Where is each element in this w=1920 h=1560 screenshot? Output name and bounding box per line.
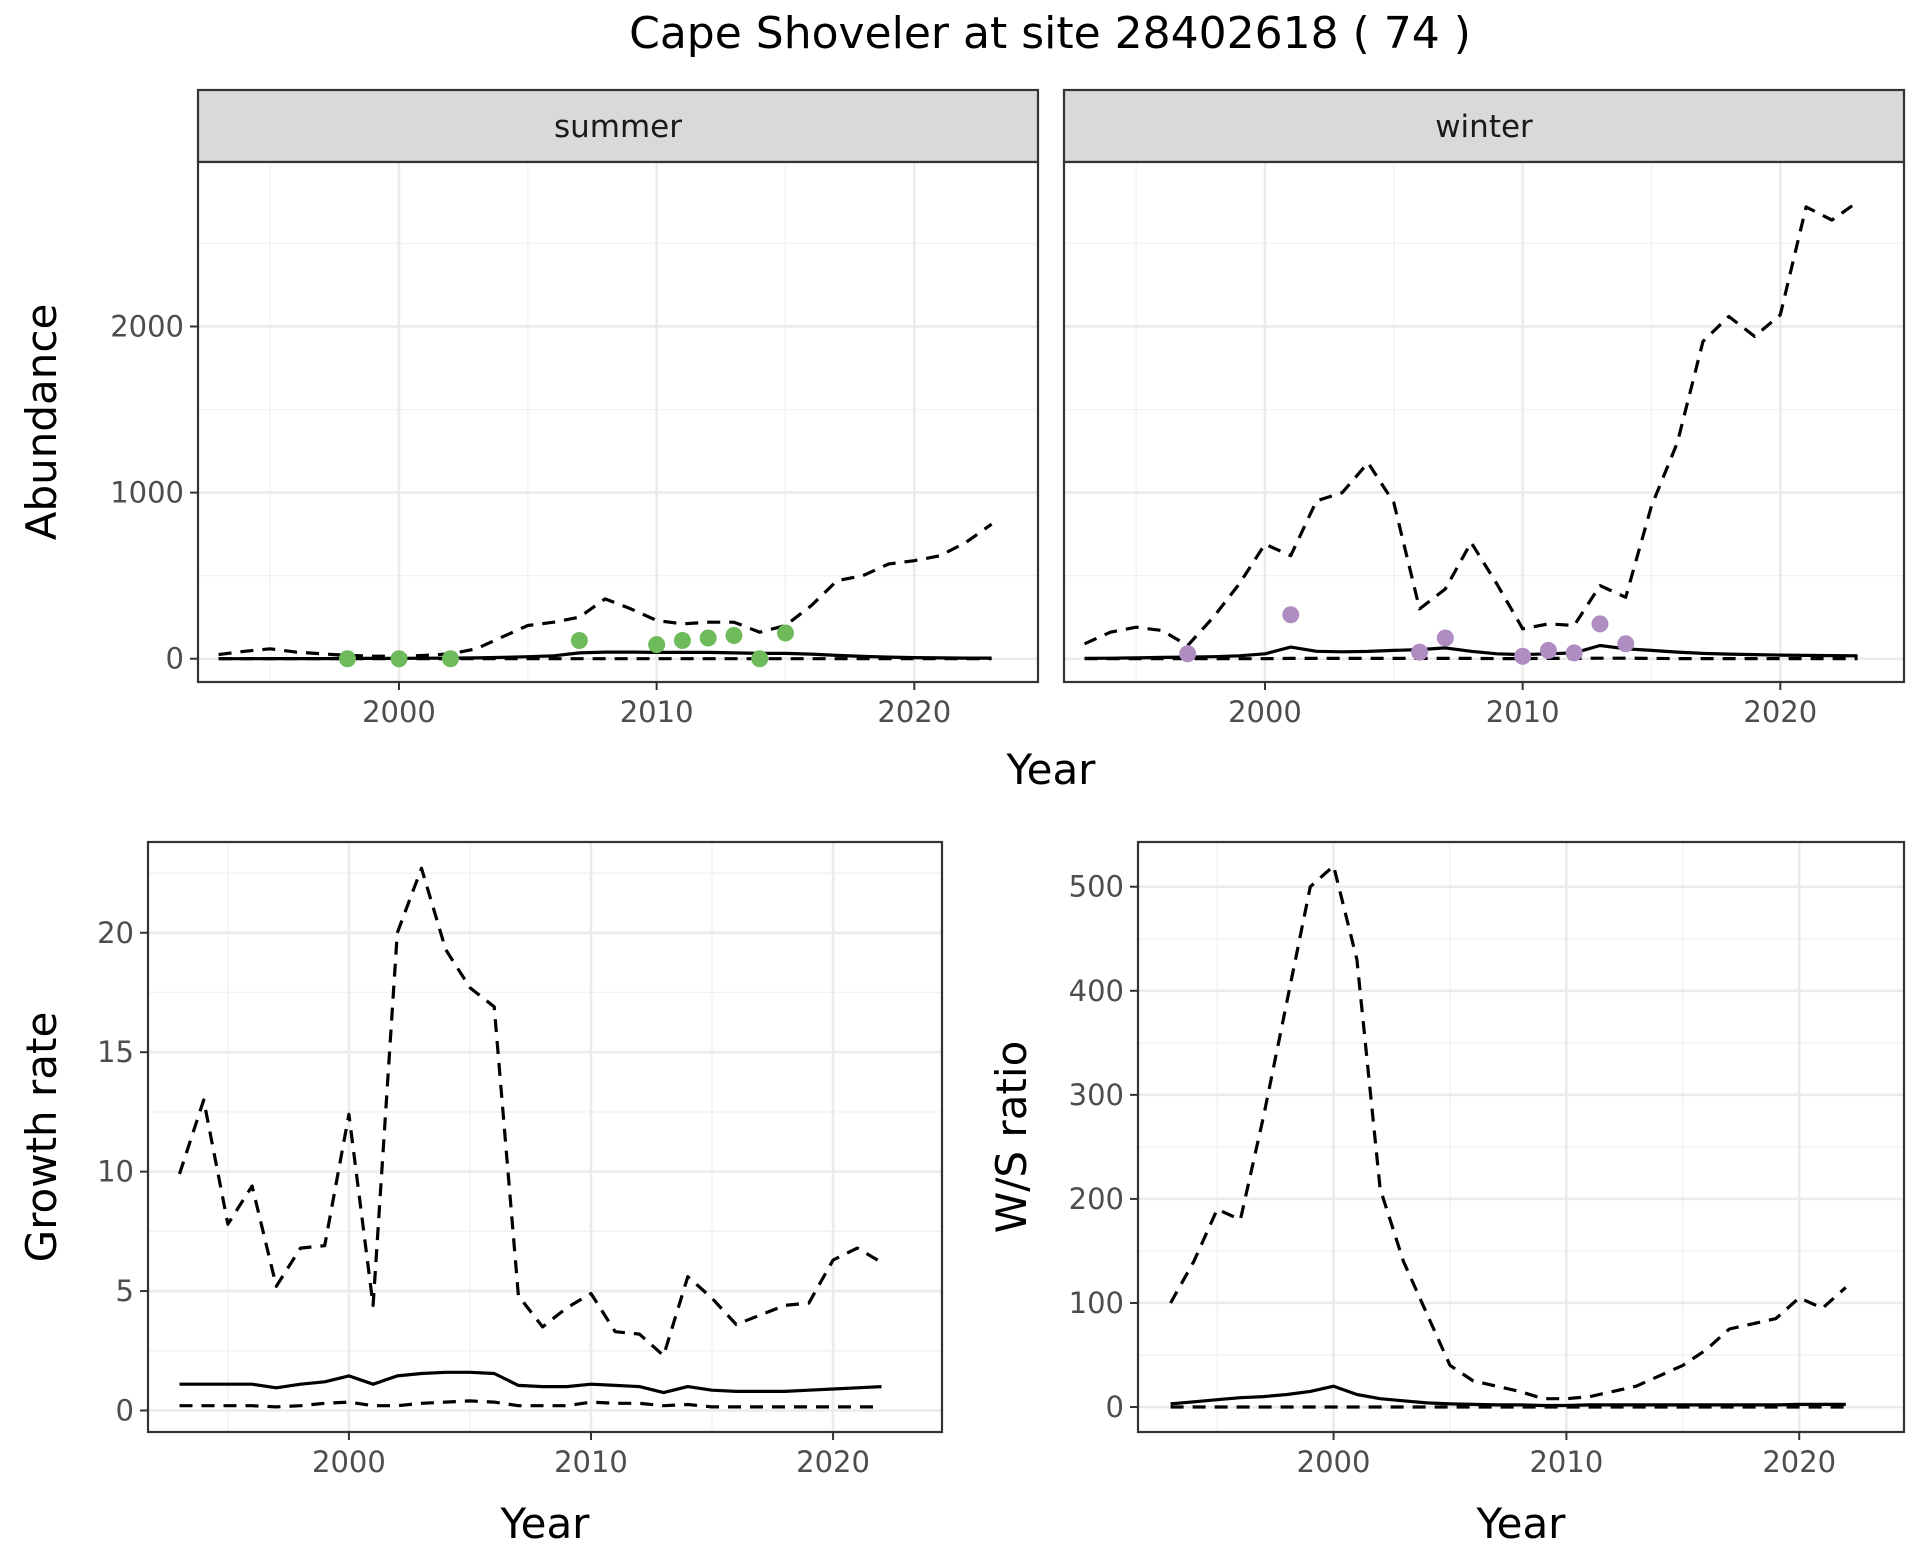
- abundance-y-axis-title: Abundance: [17, 304, 66, 541]
- winter-observed-point: [1565, 644, 1583, 662]
- growth-median-line: [179, 1370, 882, 1395]
- growth-y-tick-label: 5: [116, 1274, 134, 1308]
- summer-observed-point: [338, 650, 356, 668]
- winter-observed-point: [1591, 615, 1609, 633]
- winter-observed-point: [1411, 643, 1429, 661]
- ws-ratio-panel: 2000 2010 2020 0 100 200 300 400 500: [1069, 840, 1906, 1479]
- growth-x-tick-label: 2000: [312, 1445, 386, 1479]
- summer-x-tick-label: 2010: [620, 695, 694, 729]
- ws-y-tick-label: 300: [1069, 1078, 1124, 1112]
- ws-x-tick-label: 2010: [1529, 1445, 1603, 1479]
- summer-observed-point: [570, 631, 588, 649]
- winter-median-line: [1084, 643, 1858, 660]
- growth-panel-border: [146, 840, 944, 1434]
- summer-observed-point: [648, 636, 666, 654]
- ws-upper-line: [1169, 864, 1847, 1401]
- ws-y-tick-label: 100: [1069, 1286, 1124, 1320]
- winter-strip-label: winter: [1435, 109, 1533, 145]
- abundance-summer-panel: summer 2000 2010 2020 0 1000 2000: [110, 88, 1040, 729]
- ws-y-tick-label: 200: [1069, 1182, 1124, 1216]
- growth-y-tick-label: 20: [97, 916, 134, 950]
- growth-upper-line: [177, 866, 883, 1358]
- winter-plot-area: [1064, 162, 1904, 682]
- growth-x-tick-label: 2010: [554, 1445, 628, 1479]
- winter-observed-point: [1617, 635, 1635, 653]
- ws-x-tick-label: 2000: [1297, 1445, 1371, 1479]
- winter-observed-point: [1179, 645, 1197, 663]
- summer-observed-point: [776, 624, 794, 642]
- summer-observed-point: [725, 626, 743, 644]
- ws-plot-area: [1138, 842, 1904, 1432]
- summer-plot-area: [198, 162, 1038, 682]
- ws-y-tick-label: 0: [1106, 1390, 1124, 1424]
- winter-observed-point: [1282, 606, 1300, 624]
- ws-panel-border: [1136, 840, 1906, 1434]
- summer-observed-point: [673, 631, 691, 649]
- figure-title: Cape Shoveler at site 28402618 ( 74 ): [629, 8, 1471, 59]
- ws-y-axis-title: W/S ratio: [987, 1041, 1036, 1234]
- summer-panel-border: [196, 160, 1040, 684]
- winter-observed-point: [1514, 647, 1532, 665]
- ws-y-tick-label: 400: [1069, 974, 1124, 1008]
- growth-rate-panel: 2000 2010 2020 0 5 10 15 20: [97, 840, 944, 1479]
- growth-x-tick-label: 2020: [796, 1445, 870, 1479]
- winter-x-tick-label: 2020: [1743, 695, 1817, 729]
- summer-strip: [196, 88, 1040, 164]
- winter-lower-line: [1084, 656, 1858, 661]
- summer-y-tick-label: 1000: [110, 476, 184, 510]
- growth-lower-line: [179, 1399, 882, 1409]
- growth-x-axis-title: Year: [500, 1499, 591, 1548]
- summer-strip-label: summer: [554, 109, 682, 145]
- growth-y-tick-label: 10: [97, 1155, 134, 1189]
- growth-plot-area: [148, 842, 942, 1432]
- growth-y-tick-label: 0: [116, 1394, 134, 1428]
- summer-x-tick-label: 2000: [362, 695, 436, 729]
- summer-y-tick-label: 2000: [110, 309, 184, 343]
- winter-panel-border: [1062, 160, 1906, 684]
- summer-x-tick-label: 2020: [877, 695, 951, 729]
- summer-observed-point: [390, 650, 408, 668]
- summer-observed-point: [751, 650, 769, 668]
- growth-y-tick-label: 15: [97, 1035, 134, 1069]
- abundance-winter-panel: winter 2000 2010 2020: [1062, 88, 1906, 729]
- ws-median-line: [1170, 1384, 1846, 1408]
- ws-x-tick-label: 2020: [1762, 1445, 1836, 1479]
- summer-observed-point: [442, 650, 460, 668]
- abundance-x-axis-title: Year: [1006, 745, 1097, 794]
- ws-y-tick-label: 500: [1069, 870, 1124, 904]
- winter-observed-point: [1539, 641, 1557, 659]
- winter-strip: [1062, 88, 1906, 164]
- growth-y-axis-title: Growth rate: [17, 1012, 66, 1263]
- winter-upper-line: [1083, 200, 1859, 648]
- summer-observed-point: [699, 629, 717, 647]
- ws-x-axis-title: Year: [1476, 1499, 1567, 1548]
- summer-y-tick-label: 0: [166, 642, 184, 676]
- winter-x-tick-label: 2000: [1228, 695, 1302, 729]
- winter-observed-point: [1436, 629, 1454, 647]
- summer-upper-line: [218, 522, 993, 658]
- winter-x-tick-label: 2010: [1486, 695, 1560, 729]
